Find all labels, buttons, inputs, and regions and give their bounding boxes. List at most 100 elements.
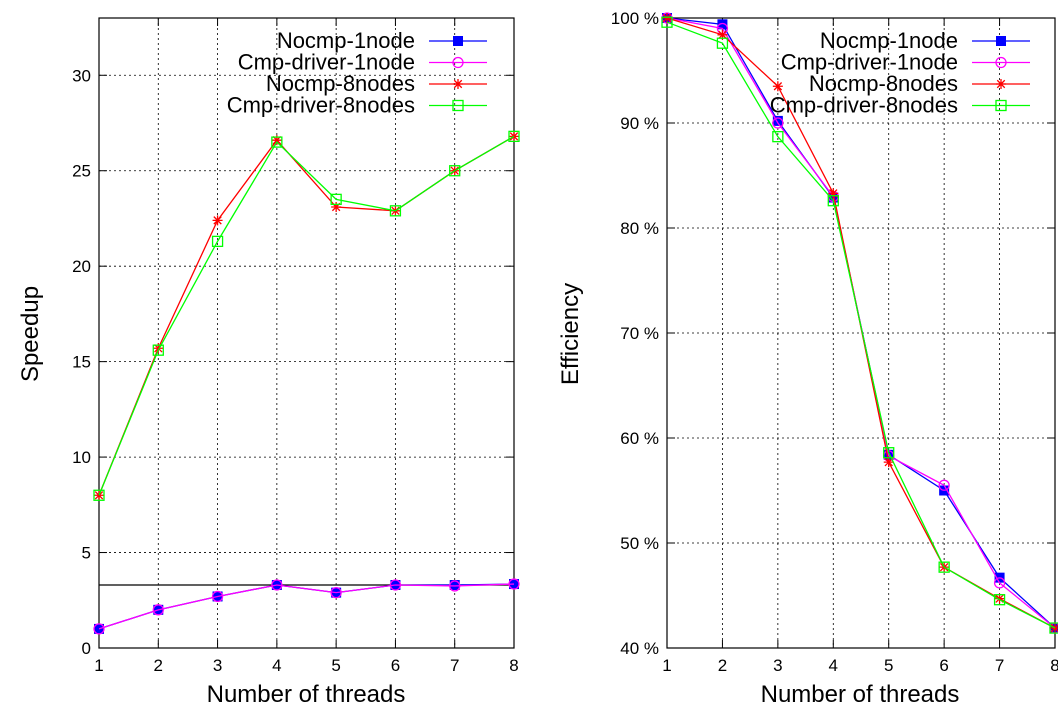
speedup-data-point (94, 490, 104, 501)
speedup-x-tick-label: 7 (450, 656, 459, 675)
speedup-data-point (449, 580, 460, 590)
efficiency-legend-label: Nocmp-1node (820, 28, 958, 53)
speedup-data-point (211, 590, 224, 603)
efficiency-x-tick-label: 8 (1050, 656, 1058, 675)
efficiency-legend-label: Cmp-driver-1node (781, 50, 958, 75)
speedup-x-tick-label: 2 (154, 656, 163, 675)
speedup-data-point (449, 580, 461, 592)
speedup-x-tick-label: 1 (94, 656, 103, 675)
speedup-x-tick-label: 4 (272, 656, 281, 675)
efficiency-legend-marker (995, 56, 1007, 69)
speedup-data-point (93, 623, 105, 635)
speedup-data-point (389, 579, 402, 591)
speedup-legend-marker (453, 79, 463, 89)
efficiency-data-point (938, 561, 950, 573)
efficiency-x-tick-label: 5 (884, 656, 893, 675)
speedup-legend: Nocmp-1nodeCmp-driver-1nodeNocmp-8nodesC… (227, 28, 487, 118)
speedup-y-tick-label: 0 (82, 639, 91, 658)
speedup-data-point (152, 604, 164, 616)
efficiency-data-point (883, 457, 894, 468)
efficiency-legend-marker (996, 36, 1006, 46)
speedup-data-point (93, 489, 105, 501)
efficiency-x-axis-title: Number of threads (761, 681, 960, 708)
efficiency-legend-marker (995, 99, 1007, 112)
efficiency-y-tick-label: 40 % (620, 639, 659, 658)
efficiency-data-point (883, 447, 895, 459)
efficiency-y-tick-label: 90 % (620, 114, 659, 133)
efficiency-data-point (662, 13, 672, 23)
speedup-y-axis-title: Speedup (17, 286, 44, 382)
speedup-grid (99, 18, 514, 648)
efficiency-y-tick-label: 70 % (620, 324, 659, 343)
speedup-legend-marker (452, 56, 464, 69)
efficiency-x-tick-label: 4 (829, 656, 838, 675)
speedup-legend-label: Cmp-driver-8nodes (227, 93, 415, 118)
speedup-legend-label: Nocmp-1node (277, 28, 415, 53)
efficiency-data-point (717, 19, 728, 30)
efficiency-legend-marker (996, 79, 1006, 89)
efficiency-data-point (994, 593, 1005, 604)
efficiency-y-axis-title: Efficiency (557, 283, 584, 385)
speedup-y-tick-label: 10 (72, 448, 91, 467)
speedup-legend-marker (452, 99, 464, 112)
efficiency-data-point (828, 188, 839, 199)
speedup-data-point (508, 578, 520, 590)
speedup-x-tick-label: 3 (213, 656, 222, 675)
efficiency-data-point (661, 16, 673, 28)
efficiency-x-tick-label: 1 (662, 656, 671, 675)
speedup-data-point (152, 344, 164, 356)
efficiency-data-point (993, 577, 1006, 589)
speedup-y-tick-label: 30 (72, 66, 91, 85)
efficiency-series-line (666, 21, 1056, 629)
speedup-y-tick-label: 20 (72, 257, 91, 276)
speedup-data-point (271, 136, 283, 148)
speedup-series-3 (93, 130, 520, 501)
speedup-series-0 (94, 579, 519, 634)
speedup-legend-label: Cmp-driver-1node (238, 50, 415, 75)
efficiency-x-tick-label: 6 (939, 656, 948, 675)
efficiency-x-tick-label: 7 (995, 656, 1004, 675)
efficiency-data-point (772, 130, 784, 143)
efficiency-data-point (772, 115, 783, 126)
speedup-series-2 (94, 131, 519, 501)
speedup-y-tick-label: 15 (72, 353, 91, 372)
efficiency-series-3 (661, 16, 1058, 634)
speedup-data-point (330, 193, 342, 206)
speedup-data-point (508, 130, 520, 143)
speedup-legend-marker (453, 36, 463, 46)
efficiency-x-tick-label: 2 (718, 656, 727, 675)
speedup-data-point (153, 343, 164, 354)
efficiency-chart: Number of threads Efficiency 40 % 50 % 60 … (557, 9, 1058, 708)
speedup-data-point (271, 135, 282, 146)
speedup-series-line (98, 135, 515, 496)
speedup-plot-frame (98, 17, 515, 649)
efficiency-x-tick-label: 3 (773, 656, 782, 675)
speedup-legend-label: Nocmp-8nodes (266, 71, 415, 96)
speedup-series-line (98, 583, 515, 630)
speedup-x-tick-label: 8 (509, 656, 518, 675)
efficiency-data-point (827, 195, 839, 207)
speedup-data-point (509, 579, 519, 590)
efficiency-data-point (717, 29, 728, 40)
speedup-data-point (389, 205, 402, 217)
efficiency-data-point (716, 37, 729, 49)
speedup-x-tick-label: 6 (391, 656, 400, 675)
speedup-data-point (330, 586, 342, 599)
speedup-x-axis-title: Number of threads (207, 681, 406, 708)
efficiency-legend-label: Cmp-driver-8nodes (770, 93, 958, 118)
speedup-series-line (98, 135, 515, 496)
efficiency-data-point (772, 81, 783, 92)
speedup-x-tick-label: 5 (331, 656, 340, 675)
efficiency-y-tick-label: 100 % (611, 9, 659, 28)
speedup-data-point (271, 579, 283, 591)
speedup-y-tick-label: 5 (82, 544, 91, 563)
efficiency-data-point (993, 594, 1006, 606)
speedup-data-point (212, 215, 223, 226)
efficiency-legend-label: Nocmp-8nodes (809, 71, 958, 96)
efficiency-y-tick-label: 50 % (620, 534, 659, 553)
speedup-data-point (211, 235, 224, 248)
efficiency-data-point (1049, 622, 1058, 634)
efficiency-y-tick-label: 60 % (620, 429, 659, 448)
